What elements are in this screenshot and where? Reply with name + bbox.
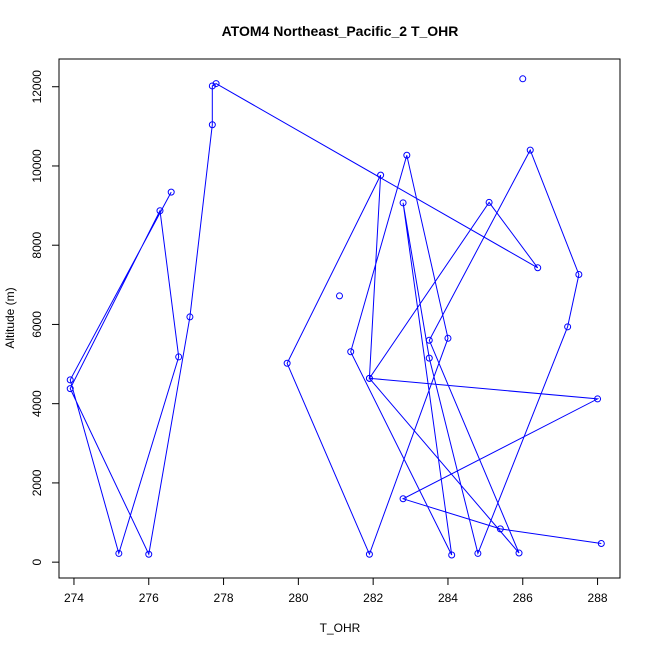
data-point bbox=[377, 171, 385, 179]
data-point bbox=[212, 80, 220, 88]
x-tick-label: 280 bbox=[288, 591, 308, 605]
data-point bbox=[515, 549, 523, 557]
y-tick-label: 2000 bbox=[30, 469, 44, 496]
y-axis-label: Altitude (m) bbox=[3, 287, 17, 348]
y-tick-label: 4000 bbox=[30, 390, 44, 417]
x-tick-label: 282 bbox=[363, 591, 383, 605]
data-point bbox=[575, 271, 583, 279]
data-point bbox=[347, 348, 355, 356]
data-point bbox=[365, 374, 373, 382]
data-point bbox=[403, 151, 411, 159]
data-point bbox=[597, 540, 605, 548]
y-tick-label: 8000 bbox=[30, 232, 44, 259]
y-tick-label: 6000 bbox=[30, 311, 44, 338]
data-point bbox=[66, 376, 74, 384]
series-line-group bbox=[69, 83, 602, 556]
x-tick-label: 284 bbox=[438, 591, 458, 605]
x-axis: 274 276 278 280 282 284 286 288 bbox=[64, 577, 608, 605]
data-point bbox=[283, 359, 291, 367]
data-point bbox=[564, 323, 572, 331]
data-point bbox=[208, 82, 216, 90]
data-point bbox=[496, 525, 504, 533]
y-tick-label: 12000 bbox=[30, 70, 44, 104]
x-tick-label: 286 bbox=[513, 591, 533, 605]
data-point bbox=[399, 495, 407, 503]
data-point bbox=[186, 313, 194, 321]
data-point bbox=[336, 292, 343, 300]
data-point bbox=[519, 75, 527, 83]
data-point bbox=[534, 264, 542, 272]
point-group bbox=[66, 75, 605, 559]
data-point bbox=[175, 353, 183, 361]
x-tick-label: 276 bbox=[139, 591, 159, 605]
data-point bbox=[448, 551, 456, 559]
data-point bbox=[115, 549, 123, 557]
x-tick-label: 278 bbox=[214, 591, 234, 605]
data-point bbox=[444, 334, 452, 342]
data-point bbox=[208, 121, 216, 129]
y-tick-label: 10000 bbox=[30, 149, 44, 183]
x-tick-label: 274 bbox=[64, 591, 84, 605]
series-line bbox=[69, 83, 602, 556]
data-point bbox=[485, 198, 493, 206]
data-point bbox=[399, 199, 407, 207]
plot-frame bbox=[58, 58, 621, 579]
data-point bbox=[425, 336, 433, 344]
data-point bbox=[526, 146, 534, 154]
x-axis-label: T_OHR bbox=[320, 621, 361, 635]
data-point bbox=[145, 550, 153, 558]
y-tick-label: 0 bbox=[30, 558, 44, 565]
chart-title: ATOM4 Northeast_Pacific_2 T_OHR bbox=[222, 23, 459, 39]
data-point bbox=[156, 207, 164, 215]
data-point bbox=[365, 550, 373, 558]
data-point bbox=[594, 395, 602, 403]
data-point bbox=[474, 549, 482, 557]
y-axis: 0 2000 4000 6000 8000 10000 12000 bbox=[30, 70, 60, 565]
data-point bbox=[425, 354, 433, 362]
data-point bbox=[66, 385, 74, 393]
x-tick-label: 288 bbox=[588, 591, 608, 605]
data-point bbox=[167, 188, 175, 196]
